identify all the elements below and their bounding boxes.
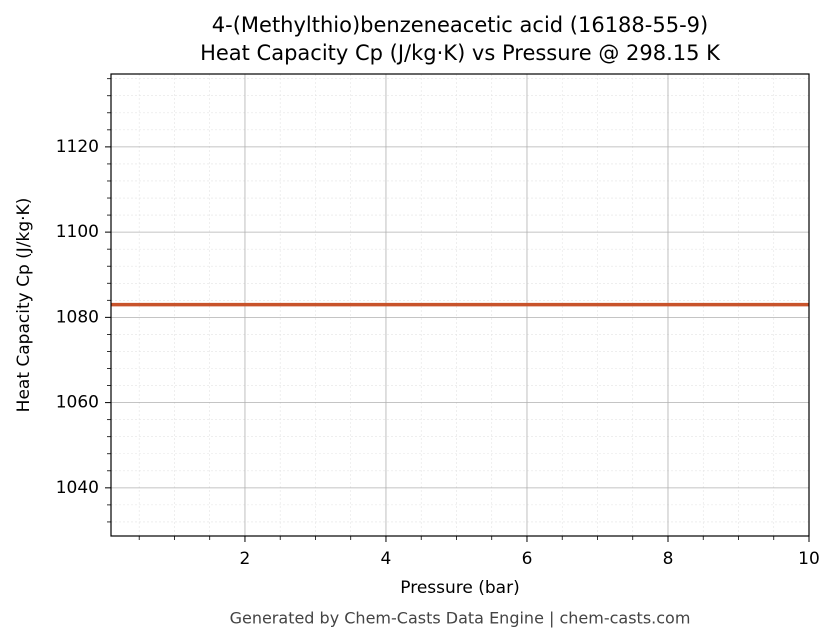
plot-frame	[110, 73, 810, 537]
chart-title: 4-(Methylthio)benzeneacetic acid (16188-…	[212, 13, 708, 37]
y-tick-label: 1040	[56, 478, 99, 498]
y-tick-label: 1060	[56, 393, 99, 413]
x-tick-label: 2	[240, 549, 251, 569]
x-tick-label: 4	[381, 549, 392, 569]
x-axis-label: Pressure (bar)	[400, 578, 519, 598]
x-tick-label: 10	[798, 549, 820, 569]
y-axis-label: Heat Capacity Cp (J/kg·K)	[14, 198, 34, 413]
y-tick-label: 1100	[56, 222, 99, 242]
x-tick-label: 6	[522, 549, 533, 569]
chart-subtitle: Heat Capacity Cp (J/kg·K) vs Pressure @ …	[200, 41, 721, 65]
y-tick-label: 1120	[56, 137, 99, 157]
x-tick-label: 8	[663, 549, 674, 569]
caption: Generated by Chem-Casts Data Engine | ch…	[230, 609, 691, 628]
y-tick-label: 1080	[56, 307, 99, 327]
